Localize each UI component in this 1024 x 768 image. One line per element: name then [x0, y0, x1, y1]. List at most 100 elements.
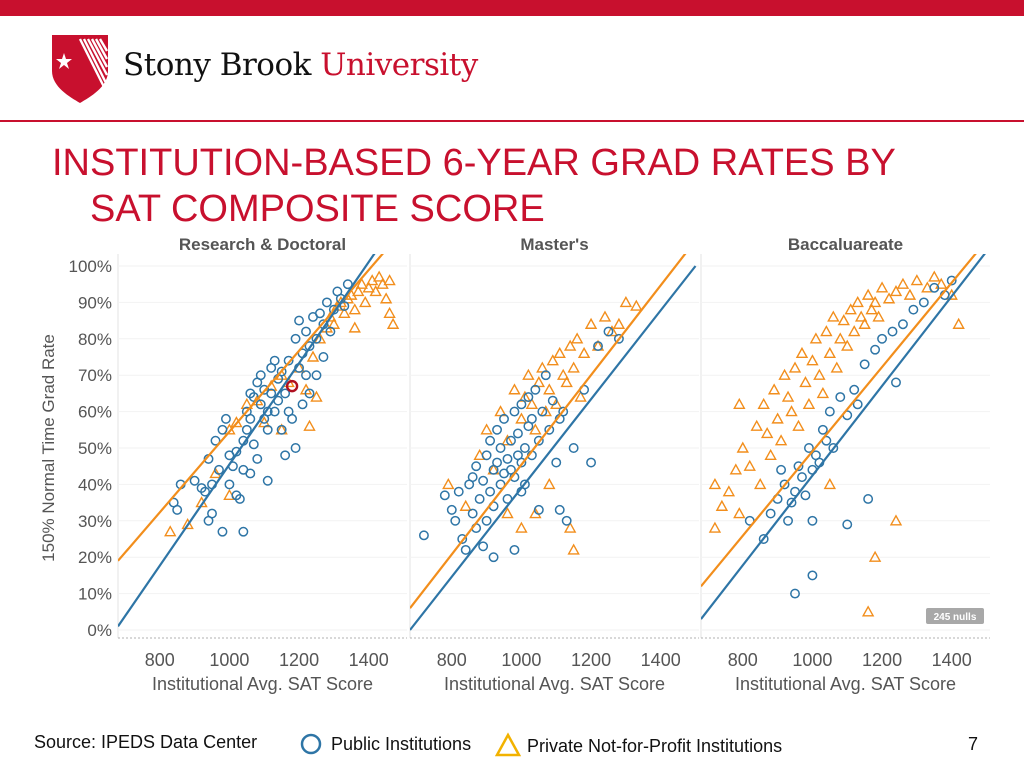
- private-point: [823, 477, 837, 490]
- public-point: [245, 468, 256, 479]
- nulls-badge-label: 245 nulls: [934, 612, 977, 623]
- public-point: [478, 475, 489, 486]
- public-point: [418, 530, 429, 541]
- public-point: [887, 326, 898, 337]
- public-trend-line: [701, 254, 986, 620]
- public-point: [304, 341, 315, 352]
- y-tick-label: 70%: [78, 366, 112, 385]
- y-tick-label: 90%: [78, 293, 112, 312]
- public-point: [891, 377, 901, 388]
- private-point: [834, 332, 847, 344]
- private-point: [837, 314, 850, 326]
- private-trend-line: [118, 254, 384, 562]
- public-point: [485, 486, 496, 497]
- public-point: [488, 552, 499, 563]
- private-point: [854, 310, 868, 322]
- public-point: [783, 515, 793, 526]
- public-point: [297, 399, 308, 410]
- public-point: [586, 457, 597, 468]
- logo-wordmark: Stony Brook University: [123, 47, 478, 83]
- private-point: [861, 605, 875, 617]
- public-point: [603, 326, 614, 337]
- private-point: [708, 521, 722, 533]
- public-point: [301, 326, 311, 337]
- y-tick-label: 30%: [78, 512, 112, 531]
- public-point: [262, 475, 273, 486]
- public-point: [800, 490, 811, 501]
- private-point: [778, 368, 791, 380]
- y-tick-label: 50%: [78, 439, 112, 458]
- shield-logo-icon: [52, 35, 109, 103]
- public-point: [255, 399, 266, 410]
- private-point: [861, 288, 875, 300]
- public-point: [439, 490, 450, 501]
- private-point: [806, 354, 819, 366]
- public-point: [460, 544, 471, 555]
- public-point: [793, 461, 804, 472]
- circle-legend-icon: [300, 733, 322, 755]
- public-point: [870, 344, 881, 355]
- public-point: [946, 275, 957, 286]
- y-tick-label: 40%: [78, 475, 112, 494]
- public-point: [492, 424, 502, 435]
- private-point: [577, 346, 591, 359]
- public-point: [255, 370, 266, 381]
- public-point: [929, 282, 940, 293]
- panel-title: Baccaluareate: [788, 235, 903, 254]
- private-point: [868, 295, 882, 308]
- x-tick-label: 1000: [209, 650, 249, 670]
- public-point: [214, 464, 224, 475]
- private-point: [240, 397, 254, 410]
- chart-area: 0% 10% 20% 30% 40% 50% 60% 70% 80% 90% 100% 150% No…: [30, 232, 992, 702]
- private-point: [715, 499, 729, 511]
- y-tick-label: 0%: [87, 621, 112, 640]
- private-point: [767, 383, 781, 395]
- public-point: [220, 413, 231, 424]
- private-point: [799, 376, 812, 388]
- public-point: [519, 443, 530, 453]
- public-point: [457, 534, 468, 544]
- university-logo[interactable]: Stony Brook University: [50, 31, 478, 105]
- public-point: [852, 399, 863, 410]
- public-point: [203, 515, 214, 526]
- private-point: [543, 383, 556, 395]
- x-tick-label: 1200: [279, 650, 319, 670]
- private-point: [875, 281, 889, 293]
- private-point: [386, 317, 400, 329]
- private-point: [567, 543, 580, 555]
- public-point: [280, 388, 291, 399]
- public-point: [516, 457, 527, 468]
- private-point: [515, 412, 528, 424]
- public-point: [290, 443, 301, 453]
- public-point: [544, 424, 555, 435]
- public-point: [311, 333, 322, 344]
- public-point: [547, 395, 558, 406]
- public-point: [551, 457, 562, 468]
- private-point: [560, 376, 573, 388]
- private-point: [816, 386, 830, 399]
- private-point: [379, 292, 393, 304]
- public-point: [217, 526, 228, 537]
- private-point: [209, 467, 222, 479]
- private-point: [788, 361, 802, 373]
- public-point: [301, 370, 311, 381]
- public-point: [523, 392, 534, 402]
- private-point: [750, 419, 763, 431]
- public-point: [311, 370, 322, 381]
- public-point: [262, 424, 273, 435]
- private-point: [851, 295, 864, 308]
- private-point: [813, 368, 826, 380]
- private-point: [823, 346, 837, 359]
- public-point: [290, 333, 301, 344]
- private-point: [630, 299, 643, 311]
- private-point: [722, 485, 736, 497]
- private-point: [543, 477, 556, 490]
- private-point: [795, 346, 809, 359]
- public-point: [492, 457, 502, 468]
- private-point: [574, 390, 587, 402]
- chart-background: [30, 232, 992, 702]
- x-tick-label: 800: [145, 650, 175, 670]
- public-point: [807, 515, 818, 526]
- private-point: [868, 550, 882, 562]
- private-point: [733, 507, 746, 519]
